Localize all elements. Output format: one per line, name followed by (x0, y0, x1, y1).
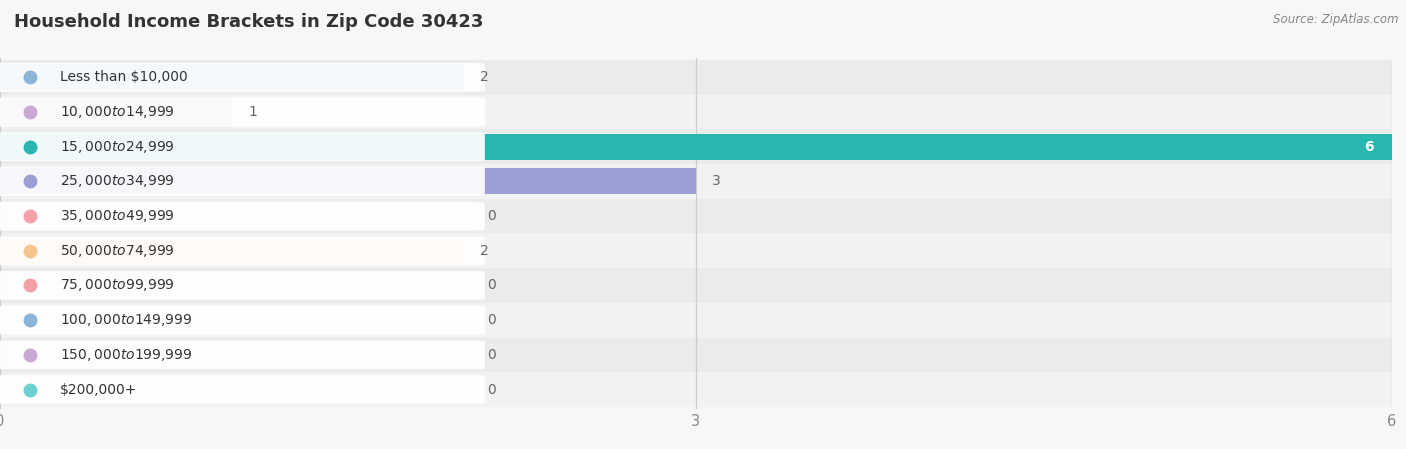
Bar (0, 338, 1392, 372)
Bar (0, 199, 1392, 233)
Bar (0, 164, 1392, 199)
Bar (0, 60, 1392, 95)
Bar (0, 303, 1392, 338)
Text: Source: ZipAtlas.com: Source: ZipAtlas.com (1274, 13, 1399, 26)
FancyBboxPatch shape (0, 63, 485, 92)
Text: $50,000 to $74,999: $50,000 to $74,999 (60, 243, 176, 259)
Bar (0, 65, 464, 90)
Text: $100,000 to $149,999: $100,000 to $149,999 (60, 312, 193, 328)
Text: Less than $10,000: Less than $10,000 (60, 70, 188, 84)
FancyBboxPatch shape (0, 375, 485, 404)
Text: $15,000 to $24,999: $15,000 to $24,999 (60, 139, 176, 155)
Text: $35,000 to $49,999: $35,000 to $49,999 (60, 208, 176, 224)
Text: 0: 0 (486, 383, 496, 396)
Bar (0, 372, 1392, 407)
FancyBboxPatch shape (0, 167, 485, 196)
Text: 2: 2 (481, 244, 489, 258)
Bar (0, 134, 1392, 160)
Bar (0, 268, 1392, 303)
Text: 0: 0 (486, 348, 496, 362)
FancyBboxPatch shape (0, 271, 485, 300)
Text: $10,000 to $14,999: $10,000 to $14,999 (60, 104, 176, 120)
Bar (0, 129, 1392, 164)
Text: 6: 6 (1364, 140, 1374, 154)
Bar (0, 233, 1392, 268)
Bar (0, 99, 232, 125)
Text: $75,000 to $99,999: $75,000 to $99,999 (60, 277, 176, 294)
Text: 1: 1 (249, 105, 257, 119)
Bar (0, 168, 696, 194)
Text: Household Income Brackets in Zip Code 30423: Household Income Brackets in Zip Code 30… (14, 13, 484, 31)
FancyBboxPatch shape (0, 98, 485, 127)
Text: $150,000 to $199,999: $150,000 to $199,999 (60, 347, 193, 363)
Text: $200,000+: $200,000+ (60, 383, 138, 396)
Text: 2: 2 (481, 70, 489, 84)
FancyBboxPatch shape (0, 306, 485, 335)
Text: 3: 3 (713, 175, 721, 189)
Bar (0, 238, 464, 264)
Text: $25,000 to $34,999: $25,000 to $34,999 (60, 173, 176, 189)
Bar (0, 95, 1392, 129)
FancyBboxPatch shape (0, 237, 485, 265)
Text: 0: 0 (486, 278, 496, 292)
FancyBboxPatch shape (0, 202, 485, 230)
Text: 0: 0 (486, 209, 496, 223)
FancyBboxPatch shape (0, 132, 485, 161)
Text: 0: 0 (486, 313, 496, 327)
FancyBboxPatch shape (0, 340, 485, 369)
